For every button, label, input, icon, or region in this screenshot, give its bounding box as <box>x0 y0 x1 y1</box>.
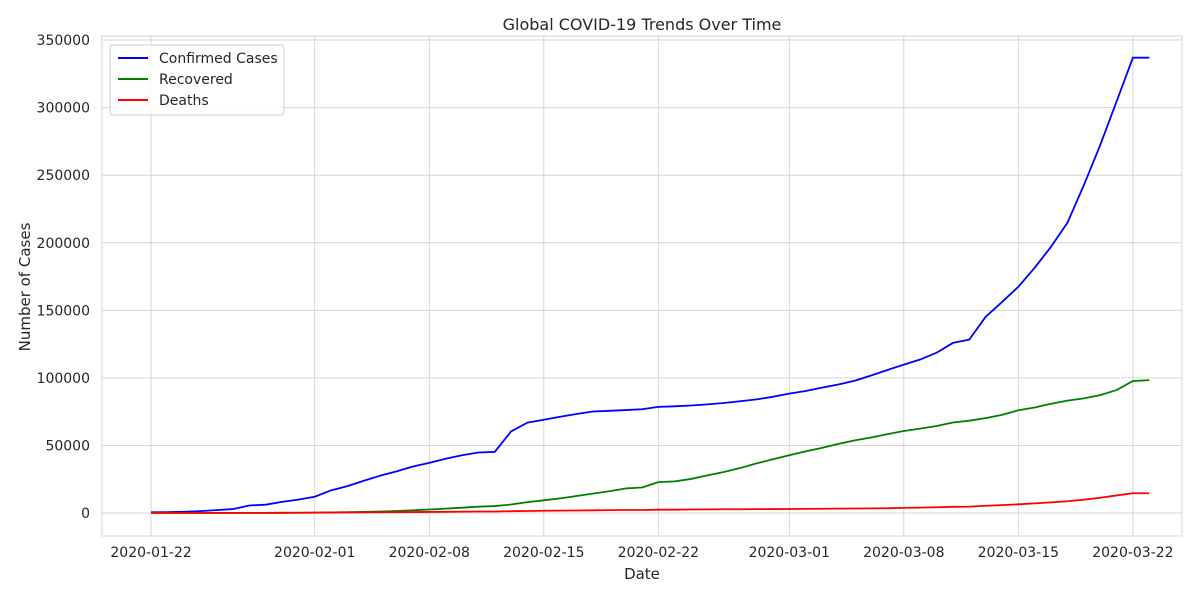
axes: 0 50000 100000 150000 200000 250000 300000 3500… <box>37 33 1174 561</box>
legend-box <box>109 44 285 116</box>
x-tick-label: 2020-03-15 <box>978 545 1059 561</box>
y-tick-label: 50000 <box>45 438 90 454</box>
x-tick-label: 2020-02-08 <box>389 545 470 561</box>
x-tick-label: 2020-03-22 <box>1092 545 1173 561</box>
chart-title: Global COVID-19 Trends Over Time <box>503 15 782 34</box>
y-tick-label: 100000 <box>37 371 90 387</box>
y-tick-label: 0 <box>81 506 90 522</box>
x-tick-label: 2020-03-01 <box>749 545 830 561</box>
legend-label-confirmed: Confirmed Cases <box>159 51 278 67</box>
x-axis-label: Date <box>624 565 660 583</box>
series-line-confirmed <box>151 56 1150 514</box>
grid <box>101 35 1183 537</box>
x-tick-label: 2020-02-22 <box>618 545 699 561</box>
legend-label-deaths: Deaths <box>159 93 209 109</box>
x-tick-label: 2020-02-01 <box>274 545 355 561</box>
series-line-deaths <box>151 492 1150 514</box>
plot-frame <box>101 35 1183 537</box>
series-lines <box>151 56 1150 514</box>
y-tick-label: 150000 <box>37 303 90 319</box>
y-axis-label: Number of Cases <box>16 222 34 351</box>
series-line-recovered <box>151 379 1150 514</box>
x-tick-label: 2020-02-15 <box>503 545 584 561</box>
y-tick-label: 250000 <box>37 168 90 184</box>
x-tick-label: 2020-03-08 <box>863 545 944 561</box>
legend-label-recovered: Recovered <box>159 72 233 88</box>
legend: Confirmed Cases Recovered Deaths <box>109 44 285 116</box>
y-tick-label: 200000 <box>37 236 90 252</box>
y-tick-label: 350000 <box>37 33 90 49</box>
y-tick-label: 300000 <box>37 101 90 117</box>
x-tick-label: 2020-01-22 <box>110 545 191 561</box>
